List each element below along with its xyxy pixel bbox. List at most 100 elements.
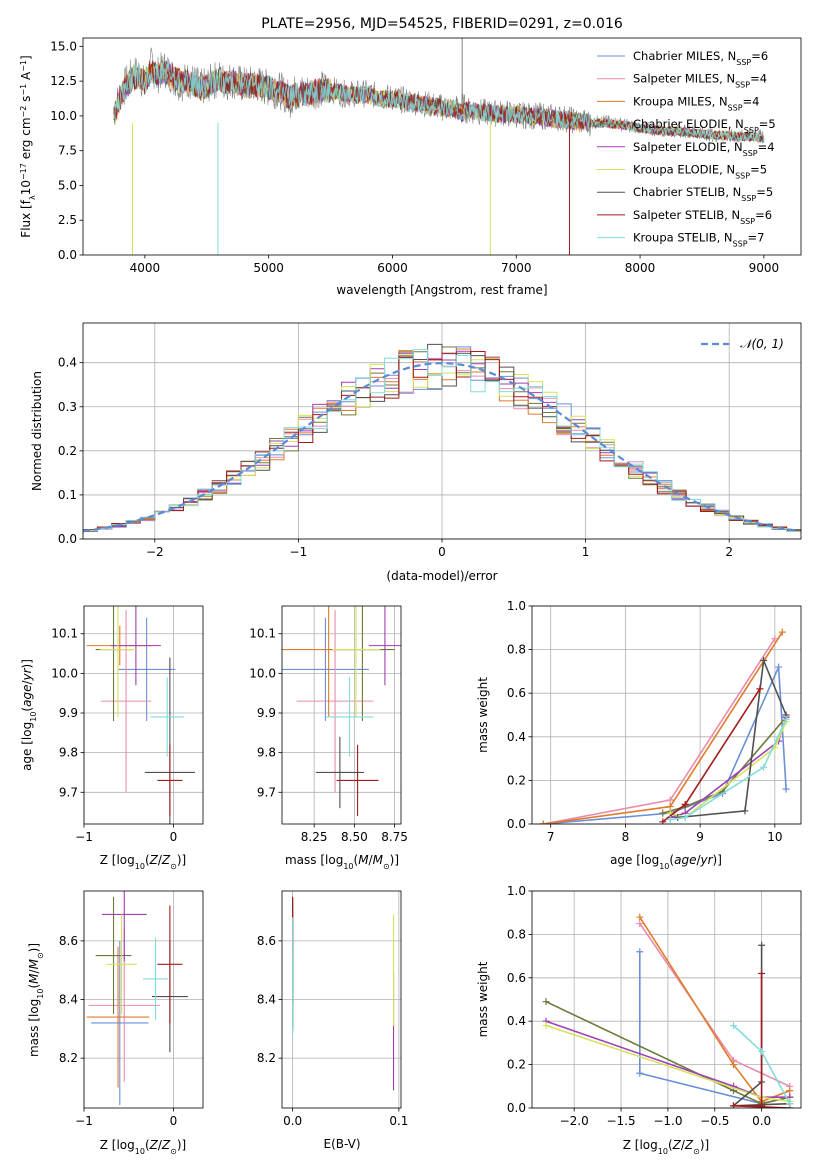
y-tick-label: 0.0 bbox=[58, 532, 77, 546]
weight-marker bbox=[758, 969, 766, 977]
y-axis-label: mass weight bbox=[476, 961, 490, 1037]
y-tick-label: 15.0 bbox=[50, 39, 77, 53]
weight-marker bbox=[775, 663, 783, 671]
y-tick-label: 7.5 bbox=[58, 144, 77, 158]
x-tick-label: 0.1 bbox=[389, 1114, 408, 1128]
y-tick-label: 2.5 bbox=[58, 213, 77, 227]
weight-marker bbox=[782, 715, 790, 723]
y-axis-label: age [log10(age/yr)] bbox=[20, 659, 38, 771]
weight-marker bbox=[758, 1102, 766, 1108]
weight-marker bbox=[659, 818, 667, 824]
y-tick-label: 9.9 bbox=[59, 706, 78, 720]
legend-entry: 𝒩(0, 1) bbox=[740, 337, 784, 351]
y-axis-label: Flux [fλ10−17 erg cm−2 s−1 A−1] bbox=[19, 55, 37, 237]
y-tick-label: 0.3 bbox=[58, 400, 77, 414]
axes-frame bbox=[281, 605, 402, 825]
y-axis-label: mass weight bbox=[476, 677, 490, 753]
weight-marker bbox=[659, 809, 667, 817]
y-tick-label: 0.4 bbox=[507, 1014, 526, 1028]
weight-marker bbox=[760, 763, 768, 771]
x-tick-label: 8000 bbox=[625, 261, 656, 275]
weight-marker bbox=[730, 1022, 738, 1030]
x-tick-label: −0.5 bbox=[700, 1114, 729, 1128]
x-tick-label: 1 bbox=[582, 545, 590, 559]
plot-area bbox=[539, 628, 790, 824]
x-tick-label: 5000 bbox=[253, 261, 284, 275]
weight-marker bbox=[758, 941, 766, 949]
axes-age_vs_mass: 8.25 8.50 8.75 9.7 9.8 9.9 10.0 10.1 bbox=[249, 605, 408, 844]
y-tick-label: 8.6 bbox=[59, 934, 78, 948]
y-axis-label: mass [log10(M/M⊙)] bbox=[27, 943, 45, 1057]
y-tick-label: 0.4 bbox=[507, 730, 526, 744]
weight-marker bbox=[542, 998, 550, 1006]
weight-series bbox=[677, 657, 787, 819]
x-tick-label: 8.25 bbox=[301, 830, 328, 844]
axes-age_vs_Z: −1 0 9.7 9.8 9.9 10.0 10.1 bbox=[51, 605, 204, 844]
axes-mass_vs_Z: −1 0 8.2 8.4 8.6 bbox=[59, 890, 204, 1128]
plot-area bbox=[83, 343, 801, 534]
axes-frame bbox=[83, 605, 204, 825]
histogram-series bbox=[83, 349, 801, 533]
legend-entry: Salpeter STELIB, NSSP=6 bbox=[633, 208, 772, 226]
x-axis-label: (data-model)/error bbox=[386, 569, 497, 583]
y-tick-label: 0.1 bbox=[58, 488, 77, 502]
y-tick-label: 10.1 bbox=[249, 627, 276, 641]
y-tick-label: 0.8 bbox=[507, 643, 526, 657]
y-tick-label: 0.8 bbox=[507, 927, 526, 941]
weight-marker bbox=[730, 1102, 738, 1108]
axes-weight_vs_Z: −2.0 −1.5 −1.0 −0.5 0.0 0.0 0.2 0.4 0.6 0.8 1.0 bbox=[507, 884, 802, 1128]
y-tick-label: 0.6 bbox=[507, 971, 526, 985]
y-tick-label: 0.0 bbox=[507, 1101, 526, 1115]
x-tick-label: 0 bbox=[438, 545, 446, 559]
x-tick-label: 2 bbox=[725, 545, 733, 559]
weight-marker bbox=[758, 1048, 766, 1056]
weight-marker bbox=[756, 685, 764, 693]
x-tick-label: 9000 bbox=[749, 261, 780, 275]
x-axis-label: E(B-V) bbox=[323, 1137, 360, 1151]
x-tick-label: 0.0 bbox=[283, 1114, 302, 1128]
weight-series bbox=[662, 716, 787, 814]
weight-marker bbox=[778, 628, 786, 636]
axes-frame bbox=[531, 890, 802, 1109]
y-tick-label: 0.6 bbox=[507, 686, 526, 700]
y-tick-label: 10.0 bbox=[50, 109, 77, 123]
plot-area bbox=[542, 913, 794, 1108]
weight-series bbox=[545, 1000, 790, 1105]
y-axis-label: Normed distribution bbox=[30, 371, 44, 491]
legend: Chabrier MILES, NSSP=6 Salpeter MILES, NS… bbox=[597, 49, 776, 248]
weight-marker bbox=[636, 948, 644, 956]
weight-marker bbox=[636, 920, 644, 928]
y-tick-label: 1.0 bbox=[507, 599, 526, 613]
y-tick-label: 9.8 bbox=[59, 746, 78, 760]
weight-marker bbox=[666, 803, 674, 811]
weight-marker bbox=[760, 657, 768, 664]
weight-marker bbox=[782, 785, 790, 793]
y-tick-label: 0.2 bbox=[507, 773, 526, 787]
y-tick-label: 0.0 bbox=[507, 817, 526, 831]
x-tick-label: −1.5 bbox=[606, 1114, 635, 1128]
weight-series bbox=[670, 719, 787, 821]
weight-marker bbox=[539, 820, 547, 824]
axes-spectrum: 4000 5000 6000 7000 8000 9000 0.0 2.5 5.0 7.5 10.0… bbox=[50, 37, 802, 275]
x-tick-label: −2.0 bbox=[560, 1114, 589, 1128]
axes-weight_vs_age: 7 8 9 10 0.0 0.2 0.4 0.6 0.8 1.0 bbox=[507, 599, 802, 844]
x-tick-label: −1 bbox=[290, 545, 308, 559]
model-spectrum bbox=[113, 60, 765, 143]
plot-area bbox=[113, 38, 765, 255]
x-tick-label: 9 bbox=[696, 830, 704, 844]
x-axis-label: Z [log10(Z/Z⊙)] bbox=[100, 1138, 186, 1156]
weight-marker bbox=[542, 1022, 550, 1030]
axes-mass_vs_ebv: 0.0 0.1 8.2 8.4 8.6 bbox=[257, 890, 408, 1128]
y-tick-label: 9.8 bbox=[257, 746, 276, 760]
weight-marker bbox=[666, 816, 674, 824]
y-tick-label: 8.2 bbox=[59, 1051, 78, 1065]
plot-area bbox=[282, 606, 401, 817]
x-tick-label: 0.0 bbox=[752, 1114, 771, 1128]
x-axis-label: age [log10(age/yr)] bbox=[610, 853, 722, 871]
y-tick-label: 0.2 bbox=[507, 1058, 526, 1072]
axes-frame bbox=[82, 37, 802, 256]
y-tick-label: 8.4 bbox=[257, 993, 276, 1007]
x-axis-label: Z [log10(Z/Z⊙)] bbox=[623, 1138, 709, 1156]
